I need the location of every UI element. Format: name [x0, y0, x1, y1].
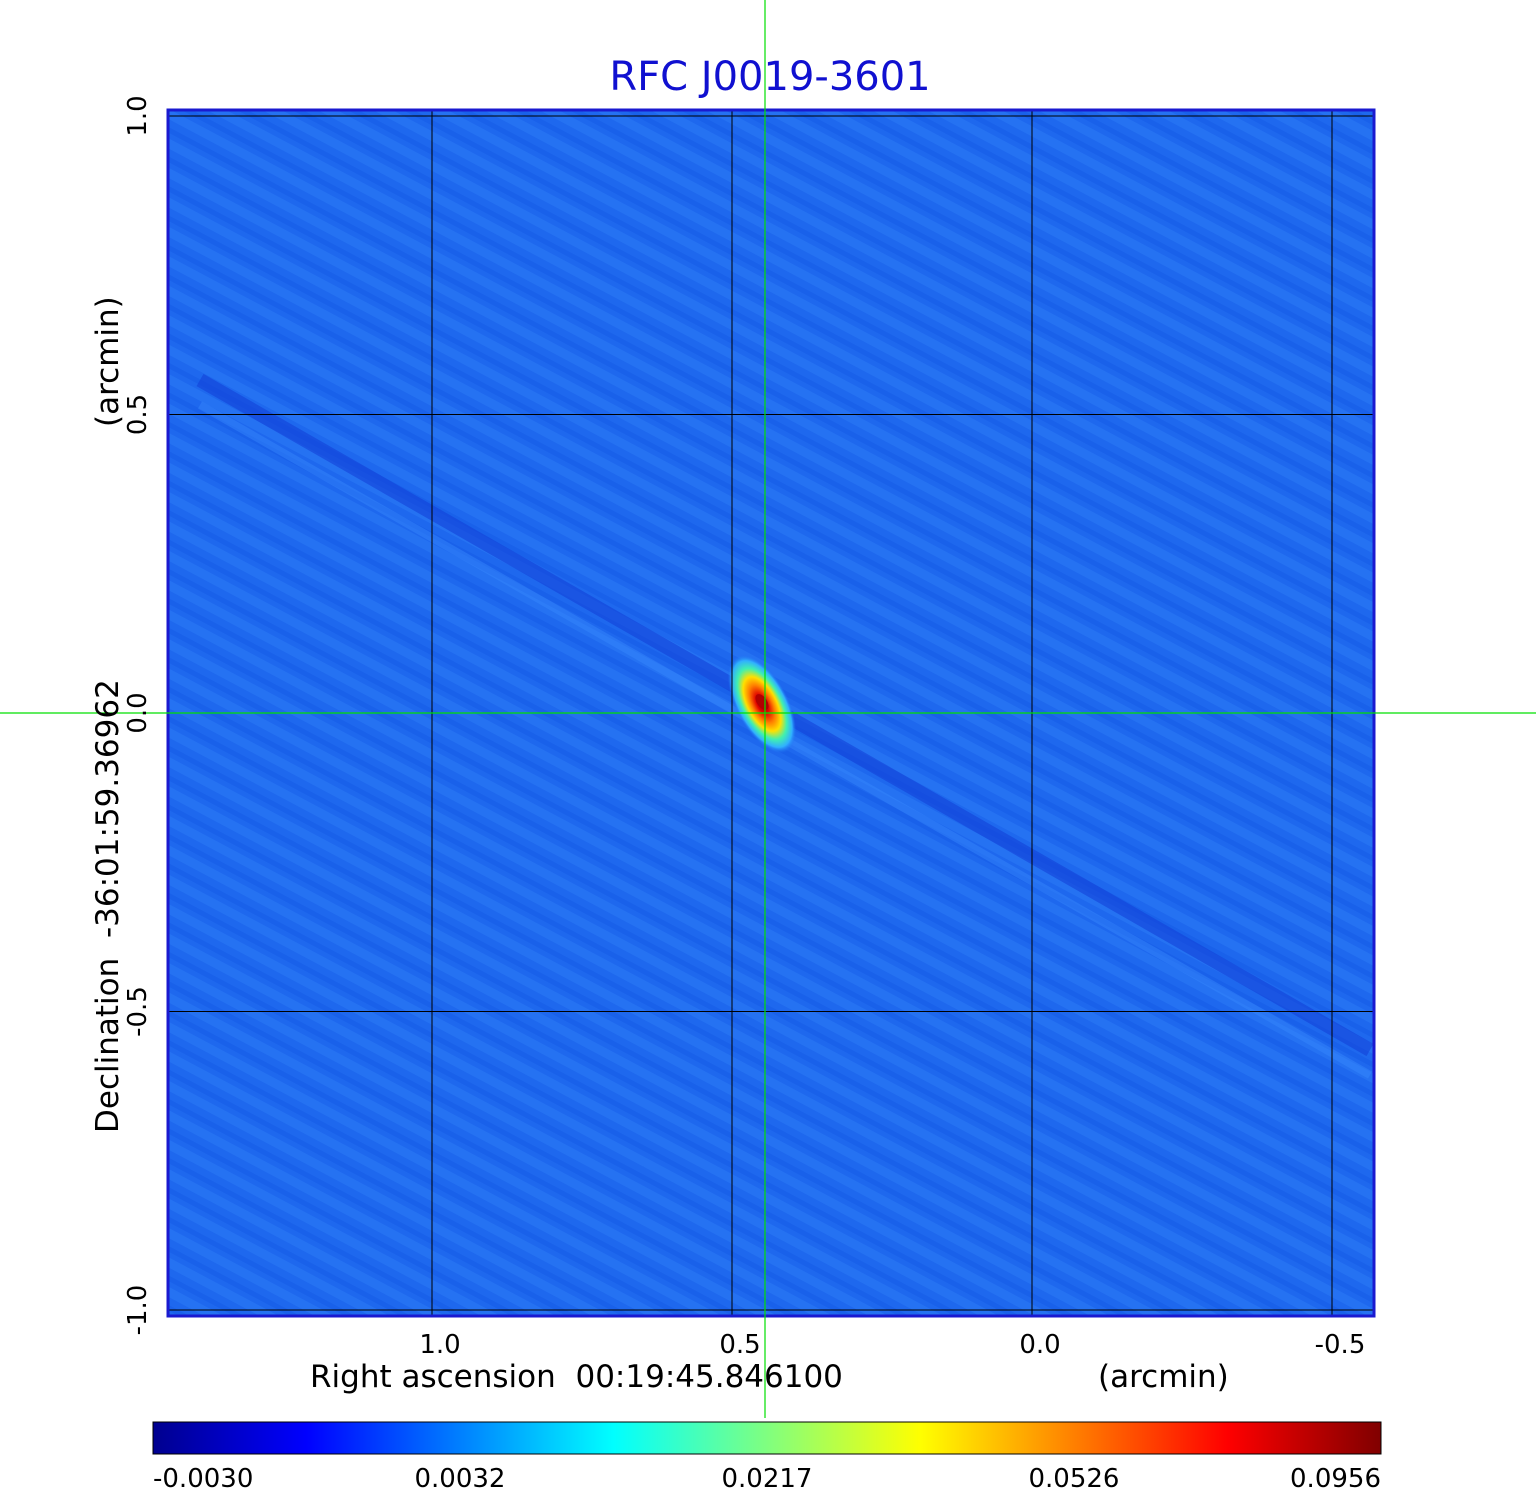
y-axis-label: Declination -36:01:59.36962 — [90, 679, 126, 1133]
colorbar — [152, 1421, 1382, 1455]
x-tick-label: -0.5 — [1315, 1330, 1366, 1360]
colorbar-tick-label: 0.0032 — [415, 1464, 506, 1494]
y-tick-label: 0.5 — [123, 394, 153, 435]
y-tick-label: -1.0 — [123, 1285, 153, 1336]
x-tick-label: 0.0 — [1019, 1330, 1060, 1360]
chart-title: RFC J0019-3601 — [609, 54, 930, 100]
colorbar-tick-label: -0.0030 — [153, 1464, 253, 1494]
x-axis-label: Right ascension 00:19:45.846100 — [310, 1359, 843, 1395]
y-tick-label: 0.0 — [123, 692, 153, 733]
y-tick-labels: -1.0 -0.5 0.0 0.5 1.0 — [123, 95, 153, 1335]
colorbar-tick-label: 0.0526 — [1029, 1464, 1120, 1494]
x-tick-labels: 1.0 0.5 0.0 -0.5 — [419, 1330, 1365, 1360]
y-tick-label: -0.5 — [123, 986, 153, 1037]
colorbar-tick-label: 0.0956 — [1290, 1464, 1381, 1494]
x-tick-label: 0.5 — [719, 1330, 760, 1360]
y-axis-unit: (arcmin) — [90, 296, 126, 427]
x-axis-unit: (arcmin) — [1098, 1359, 1229, 1395]
colorbar-tick-label: 0.0217 — [722, 1464, 813, 1494]
y-tick-label: 1.0 — [123, 95, 153, 136]
colorbar-tick-labels: -0.0030 0.0032 0.0217 0.0526 0.0956 — [153, 1464, 1381, 1494]
x-tick-label: 1.0 — [419, 1330, 460, 1360]
